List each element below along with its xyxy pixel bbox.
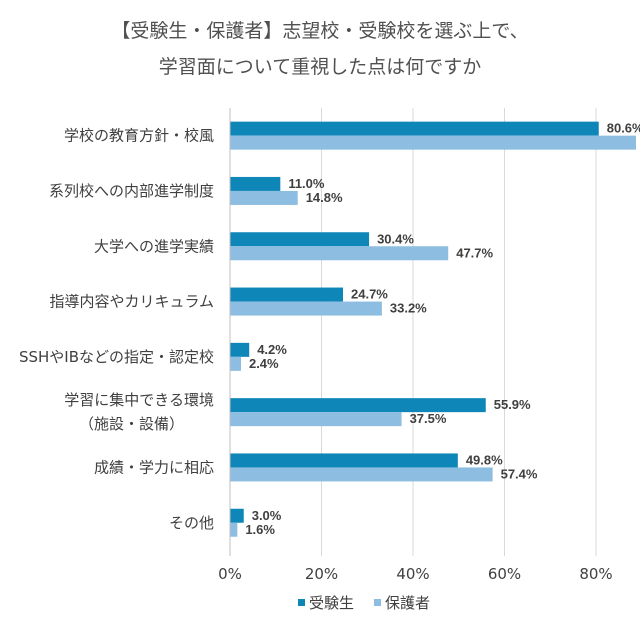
bar-parent: [230, 356, 241, 371]
bar-parent: [230, 467, 493, 482]
bar-student: [230, 176, 281, 191]
bar-student: [230, 398, 486, 413]
category-label: 指導内容やカリキュラム: [49, 293, 214, 311]
x-tick-label: 0%: [218, 565, 242, 583]
bar-parent: [230, 135, 636, 150]
legend-label: 保護者: [385, 594, 430, 612]
x-tick-label: 40%: [396, 565, 429, 583]
bar-parent: [230, 412, 402, 427]
category-label: SSHやIBなどの指定・認定校: [19, 348, 214, 366]
bar-student: [230, 232, 370, 247]
legend-swatch: [298, 599, 305, 606]
data-label: 49.8%: [466, 452, 503, 467]
data-label: 2.4%: [249, 356, 279, 371]
bar-student: [230, 287, 344, 302]
category-label: 大学への進学実績: [94, 237, 214, 255]
data-label: 1.6%: [245, 522, 275, 537]
data-label: 24.7%: [351, 287, 388, 302]
bar-student: [230, 121, 599, 136]
category-label: 成績・学力に相応: [94, 458, 214, 476]
legend-label: 受験生: [309, 594, 354, 612]
data-label: 14.8%: [306, 190, 343, 205]
category-label: 系列校への内部進学制度: [49, 182, 214, 200]
bar-parent: [230, 246, 449, 261]
category-label: 学校の教育方針・校風: [64, 127, 214, 145]
data-label: 30.4%: [377, 231, 414, 246]
bar-student: [230, 508, 244, 523]
category-label: その他: [169, 514, 214, 532]
data-label: 11.0%: [288, 176, 325, 191]
category-label: 学習に集中できる環境: [64, 391, 214, 409]
bar-parent: [230, 190, 298, 205]
data-label: 37.5%: [410, 411, 447, 426]
data-label: 57.4%: [501, 466, 538, 481]
data-label: 55.9%: [494, 397, 531, 412]
x-tick-label: 60%: [488, 565, 521, 583]
bar-student: [230, 453, 458, 468]
legend-swatch: [374, 599, 381, 606]
category-label: （施設・設備）: [79, 415, 184, 433]
data-label: 80.6%: [607, 121, 640, 136]
chart-title-line2: 学習面について重視した点は何ですか: [158, 56, 482, 78]
bar-parent: [230, 301, 382, 316]
data-label: 3.0%: [252, 508, 282, 523]
x-tick-label: 80%: [579, 565, 612, 583]
data-label: 4.2%: [257, 342, 287, 357]
bar-student: [230, 342, 250, 357]
chart-title: 【受験生・保護者】志望校・受験校を選ぶ上で、: [111, 20, 529, 42]
bar-parent: [230, 522, 238, 537]
data-label: 47.7%: [456, 245, 493, 260]
data-label: 33.2%: [390, 301, 427, 316]
x-tick-label: 20%: [305, 565, 338, 583]
